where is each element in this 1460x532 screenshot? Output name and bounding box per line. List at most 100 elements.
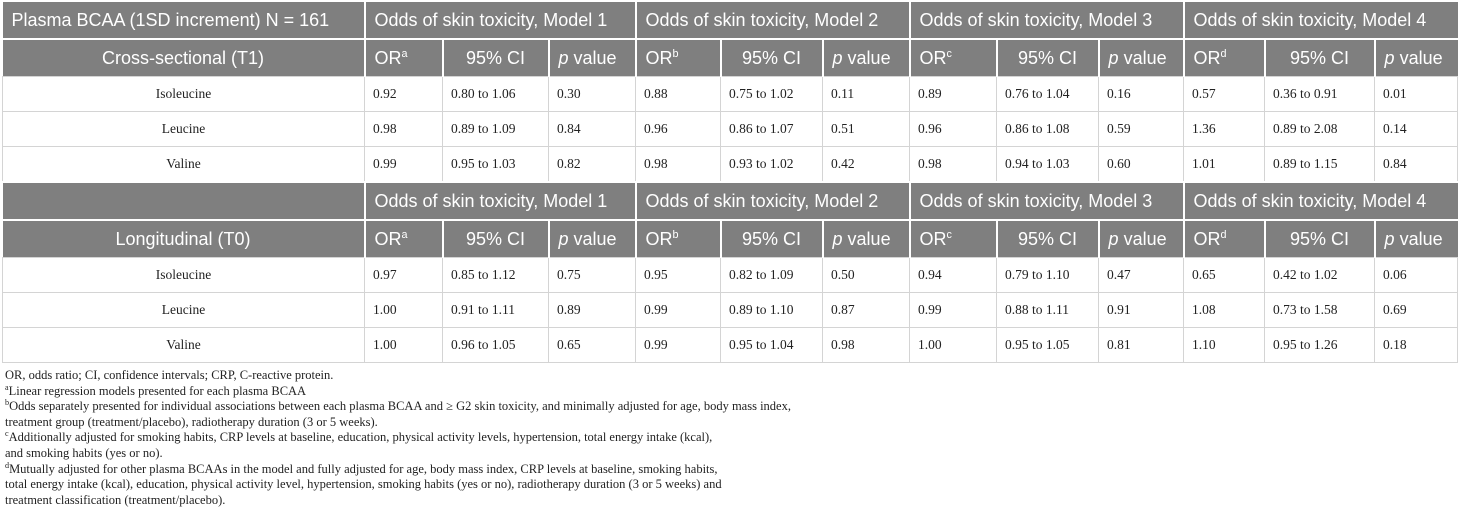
column-header: ORd	[1182, 219, 1265, 258]
data-row: Isoleucine 0.97 0.85 to 1.12 0.75 0.95 0.82 t…	[2, 257, 1459, 293]
column-header: 95% CI	[995, 38, 1099, 77]
data-cell: 0.47	[1098, 257, 1185, 293]
header-text: 95% CI	[1290, 47, 1350, 68]
footnote-marker: b	[672, 47, 679, 60]
column-header: ORd	[1182, 38, 1265, 77]
row-label: Isoleucine	[2, 76, 365, 112]
data-cell: 0.76 to 1.04	[996, 76, 1100, 112]
data-row: Leucine 0.98 0.89 to 1.09 0.84 0.96 0.86 to 1…	[2, 111, 1459, 147]
footnote-marker: b	[672, 228, 679, 241]
data-cell: 0.81	[1098, 327, 1185, 363]
footnote-line: Additionally adjusted for smoking habits…	[8, 430, 713, 445]
italic-text: p	[558, 228, 569, 249]
data-cell: 0.73 to 1.58	[1264, 292, 1376, 328]
data-cell: 0.97	[364, 257, 443, 293]
data-row: Leucine 1.00 0.91 to 1.11 0.89 0.99 0.89 to 1…	[2, 292, 1459, 328]
header-text: value	[1399, 228, 1443, 249]
data-cell: 0.01	[1374, 76, 1459, 112]
data-cell: 0.80 to 1.06	[442, 76, 549, 112]
model-header: Odds of skin toxicity, Model 3	[908, 0, 1184, 39]
data-cell: 0.11	[822, 76, 911, 112]
column-header: ORb	[634, 219, 721, 258]
footnote-marker: a	[401, 228, 408, 241]
header-text: value	[573, 228, 617, 249]
data-cell: 0.95	[635, 257, 722, 293]
footnote-marker: a	[401, 47, 408, 60]
column-header: p value	[547, 38, 636, 77]
data-cell: 0.91	[1098, 292, 1185, 328]
data-cell: 0.84	[547, 111, 637, 147]
data-cell: 0.96	[909, 111, 998, 147]
header-text: 95% CI	[1018, 47, 1078, 68]
section-label: Longitudinal (T0)	[2, 219, 365, 258]
data-cell: 0.50	[822, 257, 911, 293]
footnotes: OR, odds ratio; CI, confidence intervals…	[5, 368, 1460, 508]
data-cell: 0.60	[1098, 146, 1185, 183]
column-header: p value	[821, 219, 910, 258]
header-row: Odds of skin toxicity, Model 1 Odds of sk…	[2, 181, 1458, 220]
column-header: p value	[1373, 219, 1458, 258]
header-text: OR	[374, 228, 402, 249]
header-cell	[2, 181, 365, 220]
column-header: ORa	[363, 219, 443, 258]
data-cell: 0.89 to 1.09	[442, 111, 549, 147]
footnote-marker: c	[5, 429, 9, 439]
header-text: value	[1399, 47, 1443, 68]
footnote: bOdds separately presented for individua…	[5, 398, 1460, 430]
data-cell: 0.94	[909, 257, 998, 293]
header-text: OR	[645, 47, 673, 68]
italic-text: p	[558, 47, 569, 68]
header-text: value	[847, 228, 891, 249]
footnote: cAdditionally adjusted for smoking habit…	[5, 430, 1460, 461]
data-cell: 0.59	[1098, 111, 1185, 147]
italic-text: p	[1384, 47, 1395, 68]
header-text: OR	[919, 228, 947, 249]
column-header: p value	[1097, 38, 1184, 77]
italic-text: p	[1384, 228, 1395, 249]
header-text: 95% CI	[742, 47, 802, 68]
model-header: Odds of skin toxicity, Model 4	[1182, 181, 1458, 220]
column-header: 95% CI	[441, 219, 549, 258]
data-cell: 0.86 to 1.07	[720, 111, 824, 147]
footnote-marker: d	[1220, 228, 1227, 241]
column-header: p value	[547, 219, 636, 258]
footnote-marker: c	[946, 228, 952, 241]
data-cell: 1.36	[1183, 111, 1266, 147]
data-cell: 0.94 to 1.03	[996, 146, 1100, 183]
data-cell: 0.89	[909, 76, 998, 112]
data-cell: 0.99	[635, 327, 722, 363]
column-header: 95% CI	[1263, 38, 1375, 77]
header-text: 95% CI	[465, 47, 526, 68]
data-cell: 0.51	[822, 111, 911, 147]
data-cell: 1.00	[909, 327, 998, 363]
model-header: Odds of skin toxicity, Model 3	[908, 181, 1184, 220]
footnote: OR, odds ratio; CI, confidence intervals…	[5, 368, 1460, 384]
data-cell: 0.99	[909, 292, 998, 328]
row-label: Isoleucine	[2, 257, 365, 293]
data-cell: 0.42	[822, 146, 911, 183]
data-cell: 0.84	[1374, 146, 1459, 183]
row-label: Valine	[2, 146, 365, 183]
row-label: Leucine	[2, 111, 365, 147]
italic-text: p	[1108, 228, 1119, 249]
data-cell: 0.75	[547, 257, 637, 293]
header-text: OR	[374, 47, 402, 68]
header-row: Plasma BCAA (1SD increment) N = 161 Odds …	[2, 0, 1458, 39]
footnote-marker: c	[946, 47, 952, 60]
data-cell: 0.85 to 1.12	[442, 257, 549, 293]
header-text: OR	[1193, 47, 1221, 68]
data-cell: 0.57	[1183, 76, 1266, 112]
data-cell: 0.65	[1183, 257, 1266, 293]
footnote-marker: a	[5, 382, 9, 392]
data-cell: 0.98	[635, 146, 722, 183]
column-header: ORa	[363, 38, 443, 77]
data-cell: 0.98	[822, 327, 911, 363]
data-cell: 0.14	[1374, 111, 1459, 147]
model-header: Odds of skin toxicity, Model 1	[363, 0, 636, 39]
column-header: 95% CI	[995, 219, 1099, 258]
header-text: 95% CI	[1018, 228, 1078, 249]
header-text: value	[1123, 228, 1167, 249]
header-text: value	[847, 47, 891, 68]
data-cell: 0.91 to 1.11	[442, 292, 549, 328]
data-cell: 0.82 to 1.09	[720, 257, 824, 293]
